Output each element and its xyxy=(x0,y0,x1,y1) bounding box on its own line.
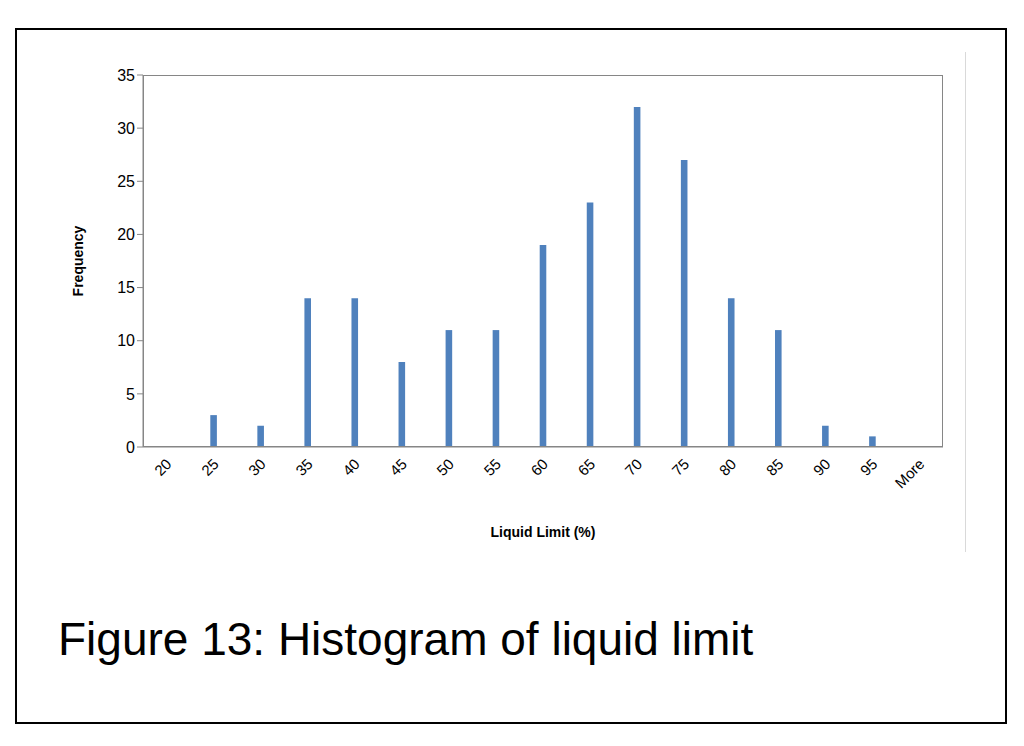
svg-text:5: 5 xyxy=(126,386,135,403)
svg-text:25: 25 xyxy=(117,173,135,190)
svg-text:Liquid Limit (%): Liquid Limit (%) xyxy=(491,524,596,540)
svg-text:20: 20 xyxy=(151,455,175,479)
svg-text:40: 40 xyxy=(339,455,363,479)
svg-text:More: More xyxy=(891,455,927,491)
svg-text:Frequency: Frequency xyxy=(70,225,86,296)
svg-text:65: 65 xyxy=(574,455,598,479)
svg-text:80: 80 xyxy=(716,455,740,479)
svg-text:45: 45 xyxy=(386,455,410,479)
svg-text:15: 15 xyxy=(117,279,135,296)
svg-text:85: 85 xyxy=(763,455,787,479)
svg-text:10: 10 xyxy=(117,332,135,349)
html-text:Figure 13: Histogram of liquid: Figure 13: Histogram of liquid limit xyxy=(58,613,754,665)
svg-text:95: 95 xyxy=(857,455,881,479)
svg-text:25: 25 xyxy=(198,455,222,479)
svg-text:55: 55 xyxy=(480,455,504,479)
svg-text:90: 90 xyxy=(810,455,834,479)
svg-text:35: 35 xyxy=(117,67,135,84)
svg-text:70: 70 xyxy=(621,455,645,479)
svg-text:75: 75 xyxy=(668,455,692,479)
svg-text:30: 30 xyxy=(245,455,269,479)
svg-text:35: 35 xyxy=(292,455,316,479)
svg-text:30: 30 xyxy=(117,120,135,137)
svg-text:0: 0 xyxy=(126,439,135,456)
svg-text:50: 50 xyxy=(433,455,457,479)
svg-text:60: 60 xyxy=(527,455,551,479)
svg-text:20: 20 xyxy=(117,226,135,243)
